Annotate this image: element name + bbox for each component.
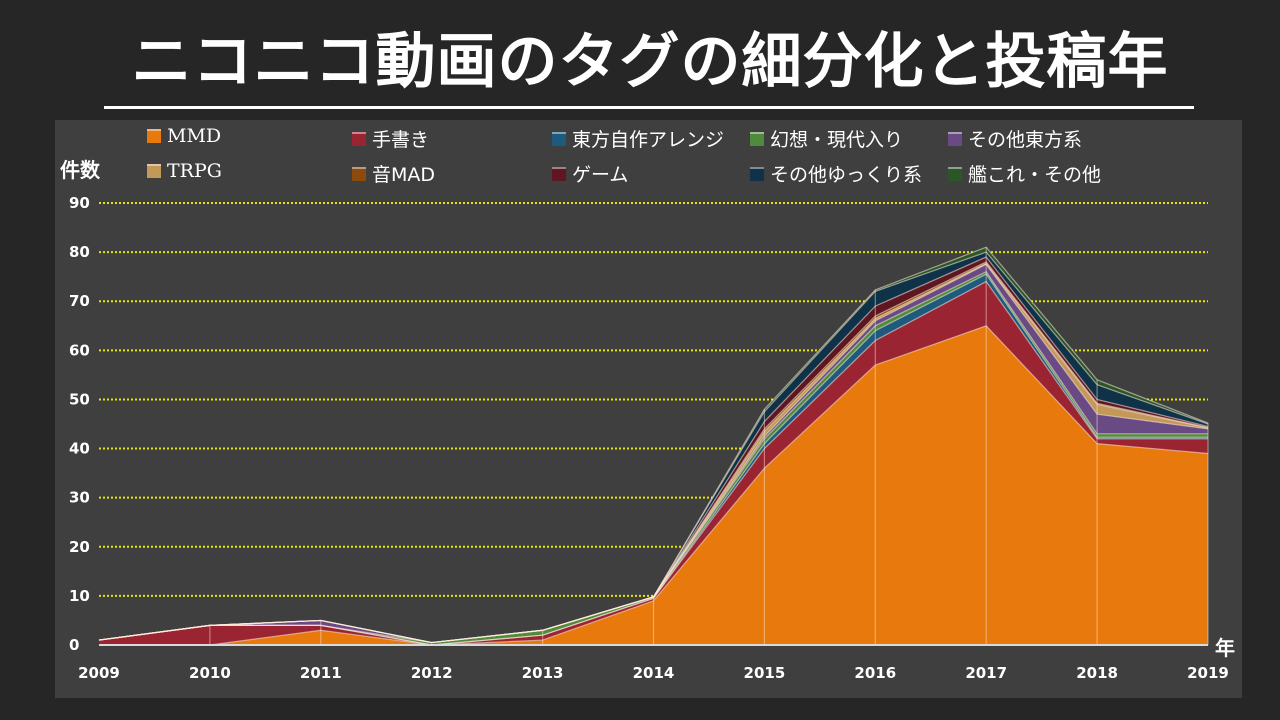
y-tick-label: 60 (69, 341, 90, 359)
x-tick-label: 2019 (1187, 664, 1229, 682)
x-tick-label: 2018 (1076, 664, 1118, 682)
y-tick-label: 50 (69, 390, 90, 408)
x-tick-label: 2010 (189, 664, 231, 682)
x-tick-label: 2012 (411, 664, 453, 682)
y-tick-label: 90 (69, 194, 90, 212)
page-title: ニコニコ動画のタグの細分化と投稿年 (100, 22, 1200, 102)
x-tick-label: 2015 (744, 664, 786, 682)
y-tick-label: 70 (69, 292, 90, 310)
x-tick-label: 2017 (965, 664, 1007, 682)
x-tick-label: 2013 (522, 664, 564, 682)
chart-panel: MMD手書き東方自作アレンジ幻想・現代入りその他東方系TRPG音MADゲームその… (55, 120, 1242, 698)
title-underline (104, 106, 1194, 109)
y-tick-label: 40 (69, 440, 90, 458)
x-tick-label: 2009 (78, 664, 120, 682)
y-tick-label: 20 (69, 538, 90, 556)
y-tick-label: 30 (69, 489, 90, 507)
x-tick-label: 2011 (300, 664, 342, 682)
stacked-area-chart: 0 10 20 30 40 50 60 70 80 90 2009 2010 2011 2012 2013 2… (55, 120, 1242, 698)
x-tick-label: 2014 (633, 664, 675, 682)
y-tick-label: 0 (69, 636, 79, 654)
y-tick-label: 80 (69, 243, 90, 261)
y-tick-label: 10 (69, 587, 90, 605)
x-tick-label: 2016 (854, 664, 896, 682)
